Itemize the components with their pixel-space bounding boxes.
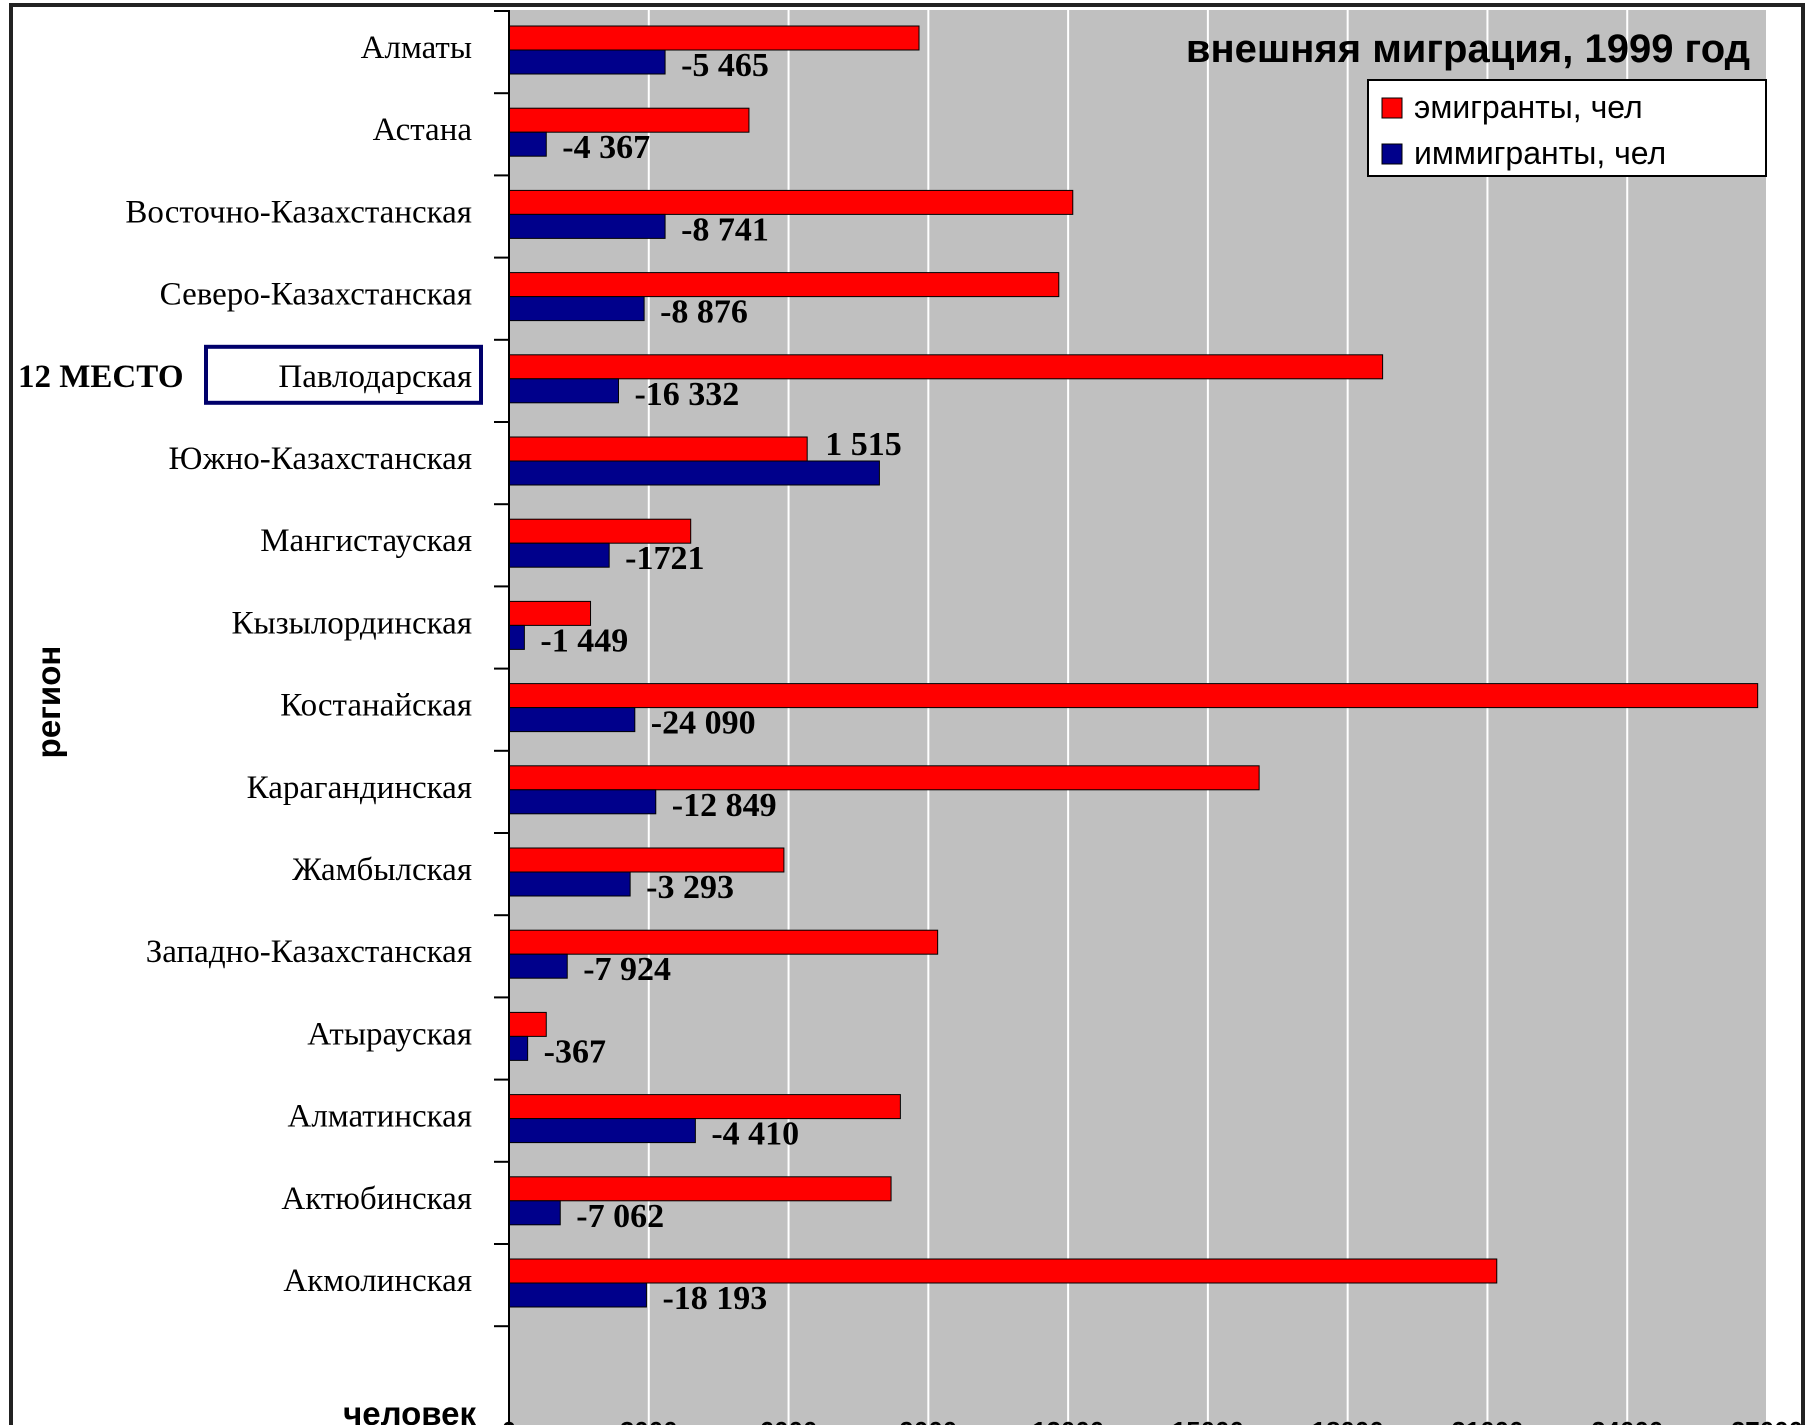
bar-immigrants-6 [508,542,610,568]
category-label-1: Астана [373,112,473,148]
gridlines [647,10,1768,1425]
bar-emigrants-1 [508,107,750,133]
data-label-6: -1721 [625,540,704,577]
data-label-14: -7 062 [576,1198,664,1235]
category-label-5: Южно-Казахстанская [168,441,472,477]
x-tick-label-24000: 24000 [1591,1416,1663,1425]
category-label-8: Костанайская [280,688,472,724]
bar-emigrants-4 [508,354,1384,380]
data-labels: -5 465 -4 367 -8 741 -8 876 -16 332 1 515 -172… [540,47,901,1317]
data-label-13: -4 410 [711,1116,799,1153]
rank-annotation: 12 МЕСТО [18,359,183,395]
bar-immigrants-8 [508,707,636,733]
category-label-7: Кызылординская [231,605,472,641]
bar-immigrants-10 [508,871,631,897]
data-label-15: -18 193 [662,1280,767,1317]
y-axis-ticks [494,10,509,1328]
x-axis-title: человек [343,1395,476,1425]
bar-emigrants-13 [508,1094,901,1120]
bar-immigrants-15 [508,1282,647,1308]
bar-immigrants-13 [508,1118,696,1144]
category-label-10: Жамбылская [292,852,472,888]
bar-immigrants-7 [508,624,525,650]
y-axis-title: регион [30,646,67,759]
category-label-15: Акмолинская [283,1263,472,1299]
bar-emigrants-0 [508,25,920,51]
bar-emigrants-9 [508,765,1260,791]
category-label-13: Алматинская [288,1099,473,1135]
legend-box [1367,79,1767,177]
category-label-14: Актюбинская [281,1181,472,1217]
legend-label-immigrants: иммигранты, чел [1414,135,1666,171]
chart-title: внешняя миграция, 1999 год [1186,27,1750,71]
x-tick-label-12000: 12000 [1032,1416,1104,1425]
category-label-3: Северо-Казахстанская [160,277,472,313]
bar-emigrants-14 [508,1176,892,1202]
x-tick-label-18000: 18000 [1312,1416,1384,1425]
bar-emigrants-5 [508,436,808,462]
x-tick-label-6000: 6000 [760,1416,818,1425]
category-label-0: Алматы [361,30,472,66]
data-label-0: -5 465 [681,47,769,84]
category-label-6: Мангистауская [260,523,472,559]
bar-emigrants-7 [508,600,592,626]
bar-immigrants-14 [508,1200,561,1226]
data-label-2: -8 741 [681,211,769,248]
bar-immigrants-11 [508,953,568,979]
category-label-2: Восточно-Казахстанская [125,194,472,230]
category-label-4: Павлодарская [278,359,472,395]
bar-emigrants-15 [508,1258,1498,1284]
x-tick-label-27000: 27000 [1731,1416,1803,1425]
data-label-7: -1 449 [540,622,628,659]
bar-emigrants-8 [508,683,1759,709]
bar-immigrants-12 [508,1035,529,1061]
bar-immigrants-1 [508,131,547,157]
category-label-12: Атырауская [307,1016,472,1052]
legend-swatch-immigrants [1381,143,1403,165]
bar-emigrants-3 [508,272,1060,298]
data-label-3: -8 876 [660,294,748,331]
x-tick-label-3000: 3000 [620,1416,678,1425]
data-label-8: -24 090 [651,705,756,742]
bar-emigrants-12 [508,1011,547,1037]
data-label-4: -16 332 [634,376,739,413]
bar-immigrants-3 [508,296,645,322]
bar-emigrants-11 [508,929,939,955]
x-tick-label-0: 0 [502,1416,516,1425]
x-tick-label-21000: 21000 [1451,1416,1523,1425]
bar-immigrants-4 [508,378,619,404]
data-label-5: 1 515 [825,426,902,463]
bar-emigrants-2 [508,189,1074,215]
category-label-11: Западно-Казахстанская [146,934,472,970]
bar-immigrants-9 [508,789,657,815]
data-label-9: -12 849 [672,787,777,824]
legend: эмигранты, чел иммигранты, чел [1367,79,1767,177]
x-tick-label-15000: 15000 [1172,1416,1244,1425]
legend-swatch-emigrants [1381,97,1403,119]
x-axis-tick-labels: 0 3000 6000 9000 12000 15000 18000 21000 24000 27… [502,1416,1803,1425]
data-label-11: -7 924 [583,951,671,988]
data-label-10: -3 293 [646,869,734,906]
bar-immigrants-0 [508,49,666,75]
highlight-box [204,344,483,405]
data-label-1: -4 367 [562,129,650,166]
x-tick-label-9000: 9000 [899,1416,957,1425]
bar-immigrants-5 [508,460,880,486]
bar-immigrants-2 [508,213,666,239]
category-labels: Алматы Астана Восточно-Казахстанская Северо… [125,30,472,1299]
legend-label-emigrants: эмигранты, чел [1414,89,1643,125]
data-label-12: -367 [544,1033,606,1070]
category-label-9: Карагандинская [247,770,472,806]
